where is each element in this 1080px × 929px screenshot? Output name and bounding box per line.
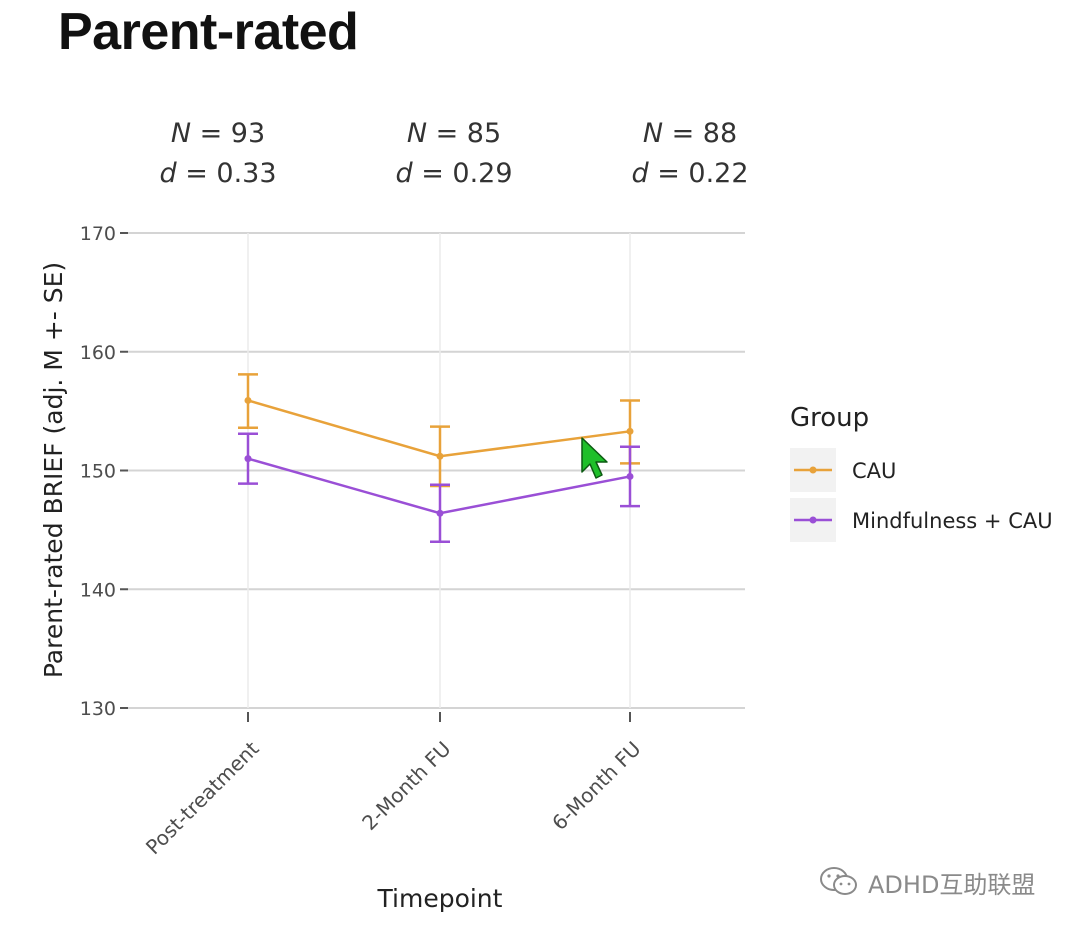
y-tick-label: 170 — [80, 223, 116, 245]
stat-column: N = 85 d = 0.29 — [395, 118, 512, 189]
x-tick-label: Post-treatment — [141, 736, 264, 859]
watermark: ADHD互助联盟 — [818, 862, 1035, 902]
slide-title: Parent-rated — [58, 3, 359, 61]
cursor-arrow-icon — [581, 437, 608, 479]
x-axis-title: Timepoint — [377, 884, 503, 913]
stat-n: N = 93 — [171, 118, 265, 149]
watermark-text: ADHD互助联盟 — [868, 870, 1036, 899]
data-point — [436, 452, 444, 460]
data-point — [626, 427, 634, 435]
legend: Group CAU Mindfulness + CAU — [790, 403, 1053, 542]
legend-key-point — [809, 466, 817, 474]
stat-n-value: = 93 — [191, 118, 265, 149]
legend-items: CAU Mindfulness + CAU — [790, 448, 1053, 542]
y-tick-label: 150 — [80, 461, 116, 483]
legend-label: Mindfulness + CAU — [852, 509, 1053, 533]
stat-d-value: = 0.33 — [177, 158, 277, 189]
stat-d-label: d — [631, 158, 649, 189]
stat-d: d = 0.29 — [395, 158, 512, 189]
stat-d-value: = 0.29 — [413, 158, 513, 189]
gridlines-horizontal — [128, 232, 745, 709]
stat-n: N = 88 — [643, 118, 737, 149]
data-point — [244, 455, 252, 463]
stat-d: d = 0.22 — [631, 158, 748, 189]
series-group — [238, 373, 640, 543]
data-point — [244, 396, 252, 404]
y-tick-label: 160 — [80, 342, 116, 364]
legend-key-point — [809, 516, 817, 524]
stat-column: N = 93 d = 0.33 — [159, 118, 276, 189]
y-tick-label: 140 — [80, 579, 116, 601]
stat-d: d = 0.33 — [159, 158, 276, 189]
stat-n-value: = 88 — [663, 118, 737, 149]
series-mindfulness-cau — [238, 432, 640, 543]
stat-n-label: N — [171, 118, 191, 149]
stats-annotations: N = 93 d = 0.33 N = 85 d = 0.29 N = 88 d = 0.… — [159, 118, 748, 189]
stat-d-label: d — [159, 158, 177, 189]
stat-n: N = 85 — [407, 118, 501, 149]
legend-title: Group — [790, 403, 869, 433]
data-point — [626, 472, 634, 480]
x-tick-label: 6-Month FU — [547, 737, 645, 835]
stat-column: N = 88 d = 0.22 — [631, 118, 748, 189]
y-axis-title: Parent-rated BRIEF (adj. M +- SE) — [39, 262, 68, 678]
series-cau — [238, 373, 640, 488]
wechat-icon — [820, 867, 857, 895]
stat-n-label: N — [643, 118, 663, 149]
stat-n-label: N — [407, 118, 427, 149]
legend-item: CAU — [790, 448, 896, 492]
stat-d-label: d — [395, 158, 413, 189]
legend-item: Mindfulness + CAU — [790, 498, 1053, 542]
legend-label: CAU — [852, 459, 896, 483]
x-axis: Post-treatment 2-Month FU 6-Month FU — [141, 712, 646, 859]
x-tick-label: 2-Month FU — [357, 737, 455, 835]
stat-n-value: = 85 — [427, 118, 501, 149]
y-axis: 130 140 150 160 170 — [80, 223, 128, 720]
y-tick-label: 130 — [80, 698, 116, 720]
data-point — [436, 509, 444, 517]
stat-d-value: = 0.22 — [649, 158, 749, 189]
